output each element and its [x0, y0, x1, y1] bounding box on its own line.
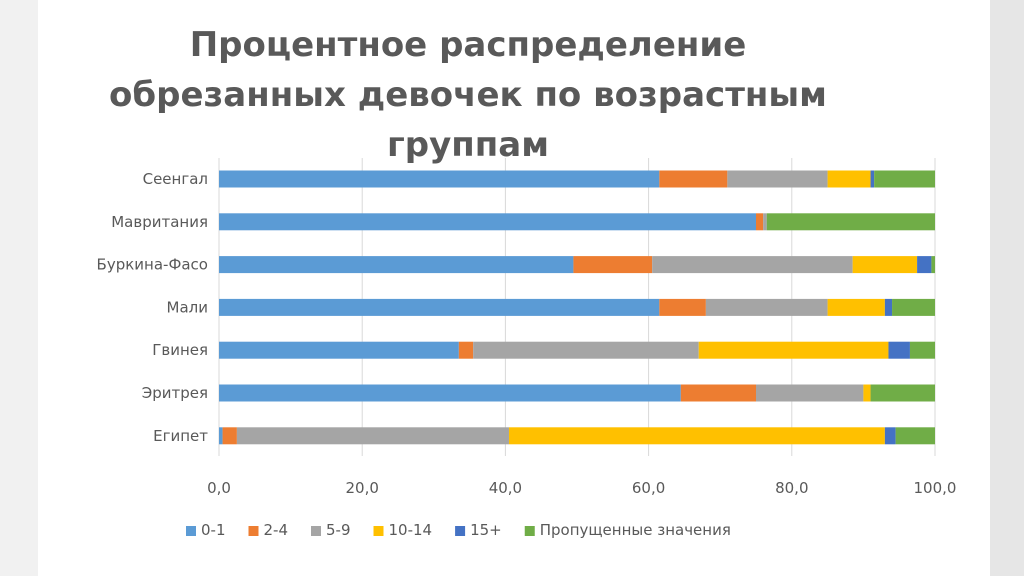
category-label: Сеенгал — [143, 170, 208, 188]
bar-chart: 0,0 20,0 40,0 60,0 80,0 100,0 Сеенгал Мавритани… — [97, 158, 957, 539]
legend-swatch — [248, 526, 259, 536]
bar-segment — [884, 427, 896, 445]
bar-segment — [727, 170, 828, 188]
bar-segment — [766, 213, 935, 231]
bar-segment — [852, 256, 918, 274]
bar-segment — [219, 384, 681, 402]
category-label: Египет — [153, 427, 208, 445]
legend-label: 5-9 — [326, 521, 351, 539]
bar-segment — [756, 384, 864, 402]
bar-segment — [827, 298, 885, 316]
x-tick-label: 20,0 — [345, 479, 378, 497]
bar-segment — [870, 170, 875, 188]
legend-label: Пропущенные значения — [540, 521, 731, 539]
category-label: Буркина-Фасо — [97, 256, 208, 274]
bar-segment — [763, 213, 767, 231]
bar-segment — [219, 213, 756, 231]
bar-segment — [659, 298, 706, 316]
x-tick-label: 100,0 — [914, 479, 957, 497]
legend-swatch — [524, 526, 535, 536]
bar-segment — [458, 341, 474, 359]
x-tick-label: 0,0 — [207, 479, 231, 497]
bar-segment — [909, 341, 935, 359]
bar-segment — [222, 427, 237, 445]
bar-segment — [219, 170, 660, 188]
category-label: Эритрея — [142, 384, 208, 402]
bar-segment — [473, 341, 699, 359]
bar-segment — [236, 427, 509, 445]
bar-segment — [680, 384, 756, 402]
bar-segment — [698, 341, 889, 359]
bar-segment — [652, 256, 853, 274]
bar-segment — [219, 256, 574, 274]
category-label: Мали — [167, 298, 208, 316]
bar-segment — [874, 170, 935, 188]
chart-title-line-1: Процентное распределение — [189, 25, 747, 65]
bar-segment — [573, 256, 653, 274]
chart-title-line-3: группам — [387, 125, 549, 165]
legend-label: 0-1 — [201, 521, 226, 539]
bar-segment — [870, 384, 935, 402]
chart-title-line-2: обрезанных девочек по возрастным — [109, 75, 827, 115]
legend-swatch — [455, 526, 466, 536]
bar-segment — [508, 427, 885, 445]
bar-segment — [895, 427, 935, 445]
legend-swatch — [373, 526, 384, 536]
bar-segment — [756, 213, 764, 231]
bar-segment — [892, 298, 935, 316]
bar-segment — [931, 256, 935, 274]
category-label: Мавритания — [111, 213, 208, 231]
chart-slide: Процентное распределение обрезанных дево… — [38, 0, 990, 576]
bar-segment — [219, 427, 223, 445]
bar-segment — [659, 170, 728, 188]
bar-segment — [219, 298, 660, 316]
category-label: Гвинея — [152, 341, 208, 359]
bar-segment — [884, 298, 893, 316]
x-tick-label: 40,0 — [489, 479, 522, 497]
legend-label: 10-14 — [389, 521, 433, 539]
legend-label: 15+ — [470, 521, 502, 539]
x-tick-label: 80,0 — [775, 479, 808, 497]
x-tick-label: 60,0 — [632, 479, 665, 497]
bar-segment — [917, 256, 932, 274]
legend-label: 2-4 — [264, 521, 289, 539]
bar-segment — [863, 384, 871, 402]
bar-segment — [219, 341, 459, 359]
chart-title: Процентное распределение обрезанных дево… — [38, 20, 898, 170]
legend-swatch — [186, 526, 196, 536]
bar-segment — [888, 341, 910, 359]
legend-swatch — [311, 526, 321, 536]
bar-segment — [705, 298, 828, 316]
bar-segment — [827, 170, 871, 188]
background-strip — [990, 0, 1024, 576]
